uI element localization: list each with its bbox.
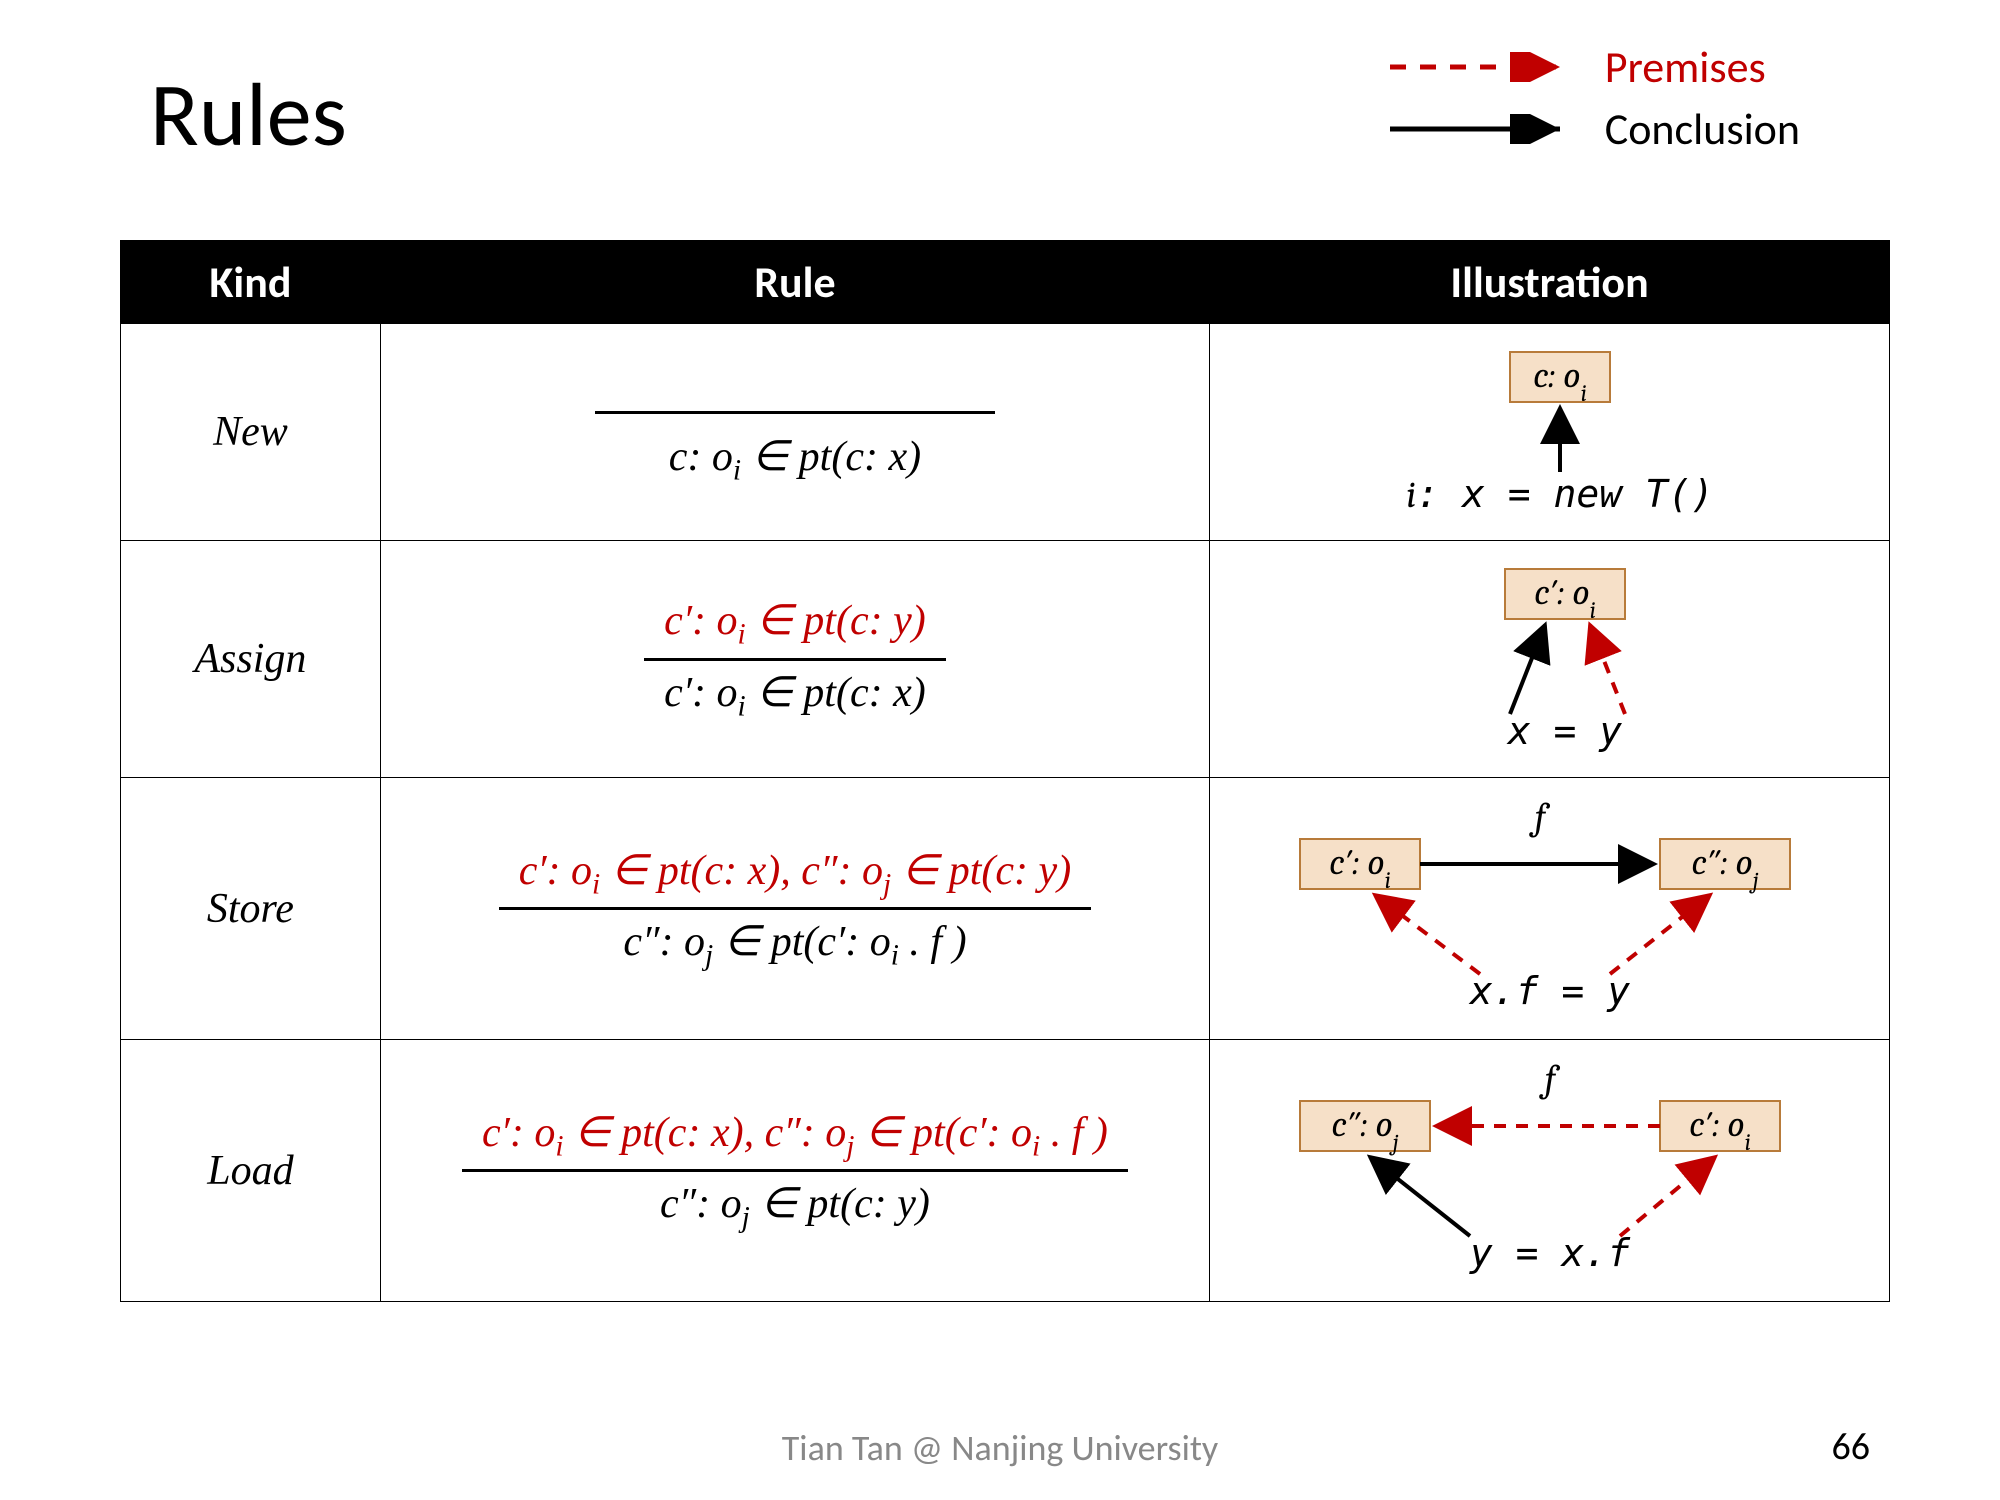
svg-text:f: f [1538, 1061, 1560, 1101]
premises-arrow-icon [1375, 47, 1575, 87]
kind-cell: Store [121, 778, 381, 1040]
svg-text:x = y: x = y [1505, 709, 1622, 753]
table-row: Load c′: oi ∈ pt(c: x), c″: oj ∈ pt(c′: … [121, 1040, 1890, 1302]
rule-cell: c′: oi ∈ pt(c: y) c′: oi ∈ pt(c: x) [380, 541, 1209, 778]
rule-cell: c′: oi ∈ pt(c: x), c″: oj ∈ pt(c′: oi . … [380, 1040, 1209, 1302]
svg-text:y = x.f: y = x.f [1468, 1231, 1630, 1275]
illus-assign: c′: oi x = y [1350, 559, 1750, 759]
conclusion-arrow-icon [1375, 109, 1575, 149]
th-illus: Illustration [1210, 241, 1890, 324]
illus-load: c″: oj c′: oi f y = x.f [1260, 1061, 1840, 1281]
illus-store: c′: oi c″: oj f x.f = y [1260, 799, 1840, 1019]
legend-premises-label: Premises [1605, 40, 1766, 94]
table-row: New c: oi ∈ pt(c: x) [121, 324, 1890, 541]
table-row: Store c′: oi ∈ pt(c: x), c″: oj ∈ pt(c: … [121, 778, 1890, 1040]
svg-text:x.f = y: x.f = y [1467, 969, 1629, 1013]
table-header-row: Kind Rule Illustration [121, 241, 1890, 324]
th-rule: Rule [380, 241, 1209, 324]
footer-text: Tian Tan @ Nanjing University [0, 1426, 2000, 1470]
svg-text:f: f [1528, 799, 1550, 839]
slide-title: Rules [150, 60, 347, 170]
kind-cell: Load [121, 1040, 381, 1302]
legend-premises: Premises [1375, 40, 1800, 94]
legend-conclusion: Conclusion [1375, 102, 1800, 156]
kind-cell: Assign [121, 541, 381, 778]
rule-cell: c′: oi ∈ pt(c: x), c″: oj ∈ pt(c: y) c″:… [380, 778, 1209, 1040]
illus-cell: c″: oj c′: oi f y = x.f [1210, 1040, 1890, 1302]
rule-cell: c: oi ∈ pt(c: x) [380, 324, 1209, 541]
page-number: 66 [1831, 1424, 1870, 1470]
th-kind: Kind [121, 241, 381, 324]
kind-cell: New [121, 324, 381, 541]
illus-new: c: oi i: x = new T() [1300, 342, 1800, 522]
illus-cell: c′: oi c″: oj f x.f = y [1210, 778, 1890, 1040]
illus-cell: c′: oi x = y [1210, 541, 1890, 778]
legend-conclusion-label: Conclusion [1605, 102, 1800, 156]
illus-cell: c: oi i: x = new T() [1210, 324, 1890, 541]
table-row: Assign c′: oi ∈ pt(c: y) c′: oi ∈ pt(c: … [121, 541, 1890, 778]
svg-text:i: x = new T(): i: x = new T() [1406, 472, 1713, 517]
legend: Premises Conclusion [1375, 40, 1800, 164]
rules-table: Kind Rule Illustration New c: oi ∈ pt(c:… [120, 240, 1890, 1302]
